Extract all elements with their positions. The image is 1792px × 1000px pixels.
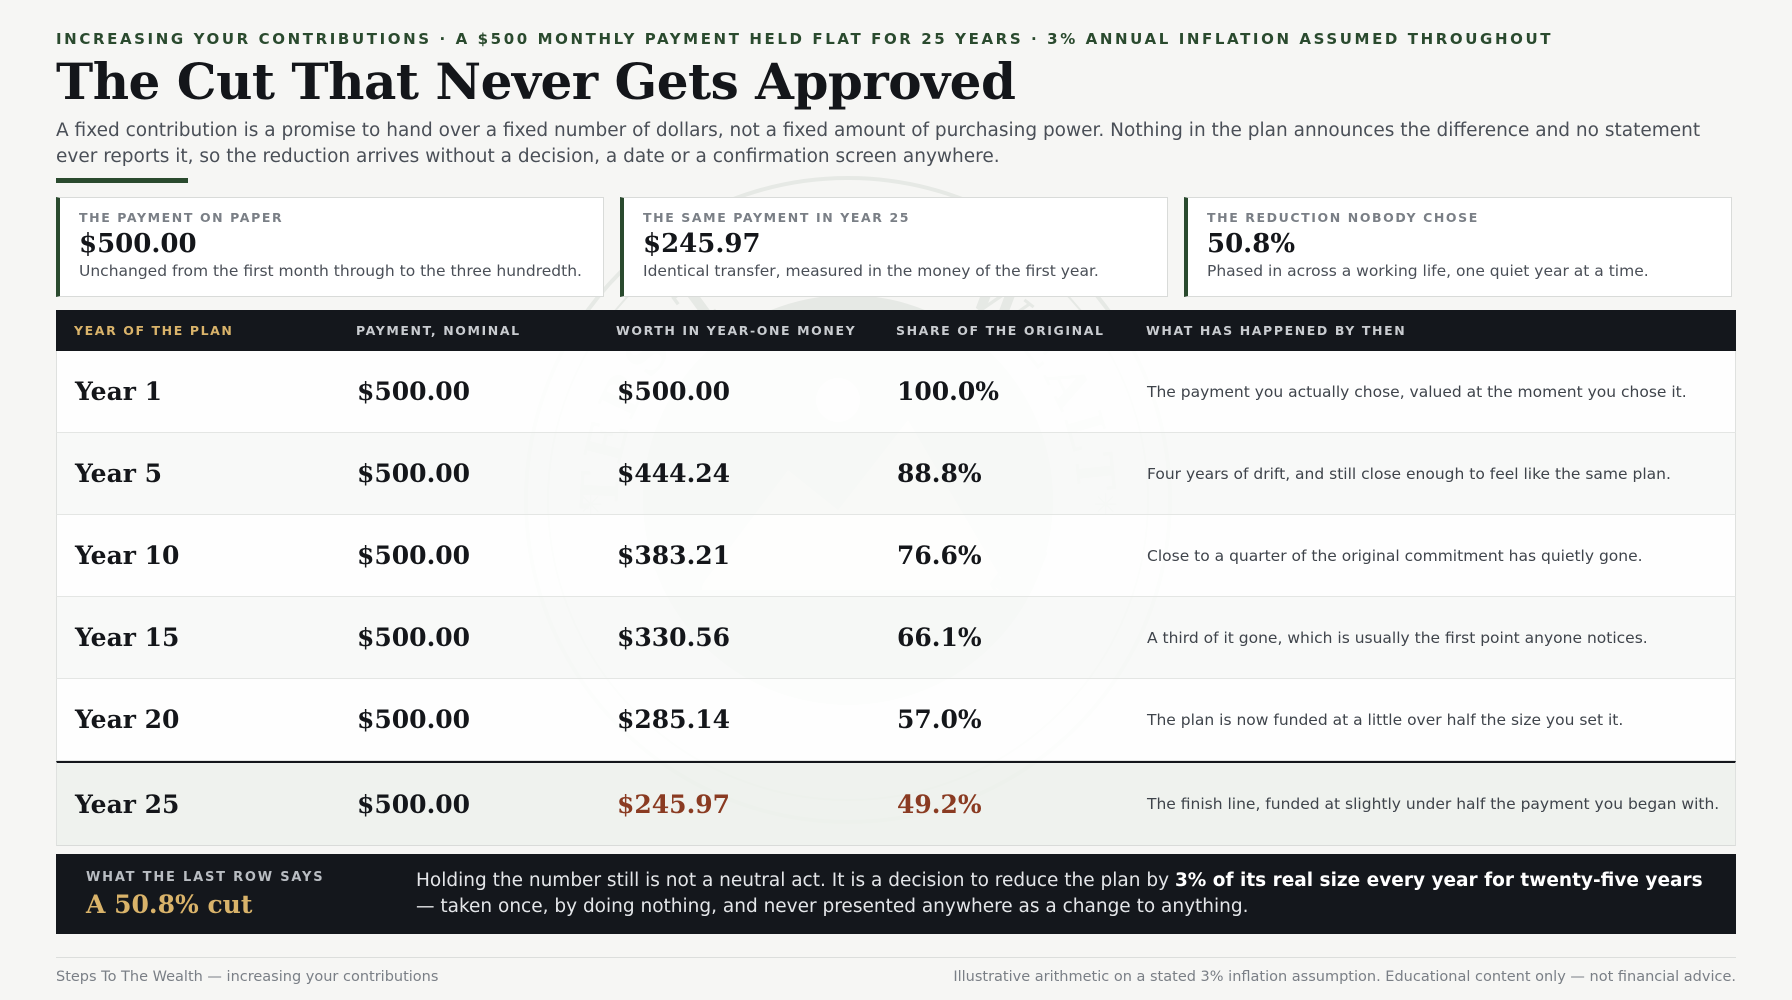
kicker: INCREASING YOUR CONTRIBUTIONS · A $500 M…	[56, 30, 1554, 48]
column-header-year: YEAR OF THE PLAN	[74, 323, 234, 338]
cell-note: The payment you actually chose, valued a…	[1147, 382, 1687, 401]
cell-real: $330.56	[617, 623, 731, 652]
stat-card-label: THE SAME PAYMENT IN YEAR 25	[643, 210, 911, 225]
table-row: Year 10 $500.00 $383.21 76.6% Close to a…	[56, 515, 1736, 597]
lede-paragraph: A fixed contribution is a promise to han…	[56, 120, 1701, 167]
cell-nominal: $500.00	[357, 541, 471, 570]
table-row: Year 5 $500.00 $444.24 88.8% Four years …	[56, 433, 1736, 515]
callout-text-after: — taken once, by doing nothing, and neve…	[416, 896, 1249, 917]
cell-real: $500.00	[617, 377, 731, 406]
cell-nominal: $500.00	[357, 789, 471, 819]
summary-callout: WHAT THE LAST ROW SAYS A 50.8% cut Holdi…	[56, 854, 1736, 934]
callout-value: A 50.8% cut	[86, 890, 253, 919]
stat-card-reduction: THE REDUCTION NOBODY CHOSE 50.8% Phased …	[1184, 197, 1732, 297]
cell-year: Year 25	[75, 789, 180, 819]
callout-label: WHAT THE LAST ROW SAYS	[86, 870, 325, 885]
column-header-nominal: PAYMENT, NOMINAL	[356, 323, 521, 338]
cell-nominal: $500.00	[357, 623, 471, 652]
footer-source: Steps To The Wealth — increasing your co…	[56, 969, 439, 985]
footer-disclaimer: Illustrative arithmetic on a stated 3% i…	[953, 969, 1736, 985]
stat-card-payment-year-25: THE SAME PAYMENT IN YEAR 25 $245.97 Iden…	[620, 197, 1168, 297]
cell-note: Close to a quarter of the original commi…	[1147, 546, 1643, 565]
cell-year: Year 5	[75, 459, 163, 488]
cell-real: $383.21	[617, 541, 731, 570]
cell-share: 88.8%	[897, 459, 982, 488]
stat-card-value: 50.8%	[1207, 229, 1296, 259]
erosion-table: YEAR OF THE PLAN PAYMENT, NOMINAL WORTH …	[56, 310, 1736, 846]
table-row: Year 1 $500.00 $500.00 100.0% The paymen…	[56, 351, 1736, 433]
footer-divider	[56, 957, 1736, 958]
callout-text-emphasis: 3% of its real size every year for twent…	[1174, 870, 1703, 891]
cell-year: Year 15	[75, 623, 180, 652]
cell-real: $444.24	[617, 459, 731, 488]
cell-share: 76.6%	[897, 541, 982, 570]
callout-text: Holding the number still is not a neutra…	[416, 868, 1716, 920]
column-header-real: WORTH IN YEAR-ONE MONEY	[616, 323, 857, 338]
table-row: Year 15 $500.00 $330.56 66.1% A third of…	[56, 597, 1736, 679]
cell-note: The plan is now funded at a little over …	[1147, 710, 1624, 729]
cell-share: 57.0%	[897, 705, 982, 734]
stat-cards: THE PAYMENT ON PAPER $500.00 Unchanged f…	[56, 197, 1736, 299]
page: INCREASING YOUR CONTRIBUTIONS · A $500 M…	[56, 0, 1736, 1000]
cell-year: Year 10	[75, 541, 180, 570]
column-header-share: SHARE OF THE ORIGINAL	[896, 323, 1105, 338]
cell-share: 100.0%	[897, 377, 1000, 406]
stat-card-value: $500.00	[79, 229, 197, 259]
cell-nominal: $500.00	[357, 459, 471, 488]
cell-nominal: $500.00	[357, 377, 471, 406]
cell-nominal: $500.00	[357, 705, 471, 734]
cell-year: Year 20	[75, 705, 180, 734]
stat-card-payment-on-paper: THE PAYMENT ON PAPER $500.00 Unchanged f…	[56, 197, 604, 297]
table-row: Year 20 $500.00 $285.14 57.0% The plan i…	[56, 679, 1736, 761]
cell-note: The finish line, funded at slightly unde…	[1147, 795, 1720, 813]
cell-real: $285.14	[617, 705, 731, 734]
stat-card-note: Phased in across a working life, one qui…	[1207, 262, 1649, 280]
stat-card-value: $245.97	[643, 229, 761, 259]
cell-note: A third of it gone, which is usually the…	[1147, 628, 1648, 647]
table-header: YEAR OF THE PLAN PAYMENT, NOMINAL WORTH …	[56, 310, 1736, 351]
cell-share: 66.1%	[897, 623, 982, 652]
stat-card-note: Identical transfer, measured in the mone…	[643, 262, 1099, 280]
page-title: The Cut That Never Gets Approved	[56, 52, 1016, 111]
table-row-final: Year 25 $500.00 $245.97 49.2% The finish…	[56, 761, 1736, 846]
cell-year: Year 1	[75, 377, 163, 406]
stat-card-label: THE PAYMENT ON PAPER	[79, 210, 284, 225]
cell-note: Four years of drift, and still close eno…	[1147, 464, 1671, 483]
cell-real: $245.97	[617, 789, 731, 819]
callout-text-before: Holding the number still is not a neutra…	[416, 870, 1175, 891]
column-header-note: WHAT HAS HAPPENED BY THEN	[1146, 323, 1407, 338]
cell-share: 49.2%	[897, 789, 982, 819]
accent-rule	[56, 178, 188, 183]
stat-card-label: THE REDUCTION NOBODY CHOSE	[1207, 210, 1479, 225]
stat-card-note: Unchanged from the first month through t…	[79, 262, 582, 280]
